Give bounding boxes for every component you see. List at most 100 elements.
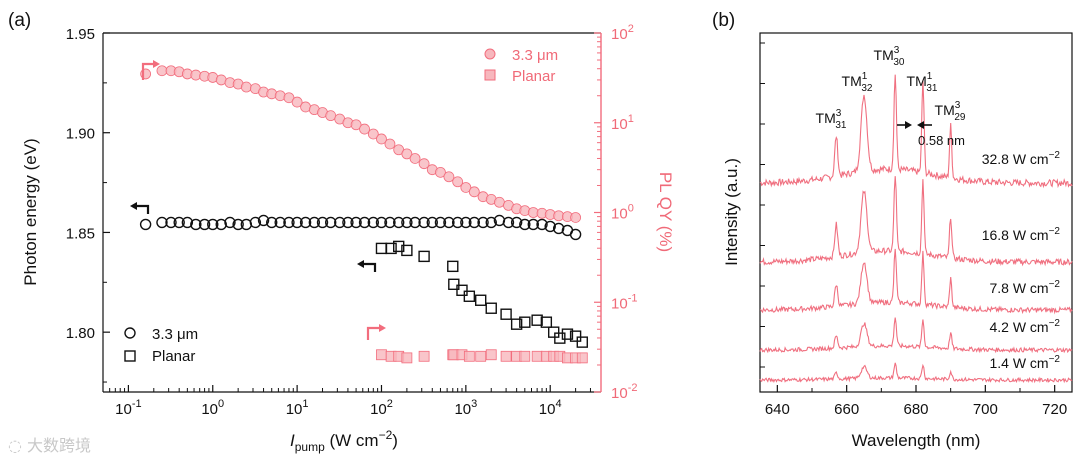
energy-point-3.3um xyxy=(342,216,354,229)
x-tick-label: 104 xyxy=(539,398,562,418)
plqy-point-3.3um xyxy=(418,158,430,170)
energy-point-3.3um xyxy=(165,216,177,229)
energy-point-3.3um xyxy=(207,218,219,231)
peak-label: TM1 31 xyxy=(907,71,938,94)
legend-right-entry-1: 3.3 μm xyxy=(512,47,558,64)
energy-point-3.3um xyxy=(527,218,539,231)
energy-point-3.3um xyxy=(156,216,168,229)
legend-right: 3.3 μm Planar xyxy=(484,47,558,85)
plqy-point-3.3um xyxy=(156,65,168,77)
peak-label: TM1 32 xyxy=(842,71,873,94)
y-right-tick-label: 102 xyxy=(611,23,634,43)
planar-left-arrow-head-icon xyxy=(357,260,364,268)
energy-point-3.3um xyxy=(334,216,346,229)
spacing-arrow-left-head-icon xyxy=(905,121,912,129)
spectrum-trace xyxy=(759,176,1073,267)
planar-left-arrow-icon xyxy=(361,262,377,272)
energy-point-3.3um xyxy=(299,216,312,229)
peak-label: TM3 31 xyxy=(816,108,847,131)
x-tick-label-b: 640 xyxy=(765,401,790,418)
energy-point-3.3um xyxy=(451,216,464,229)
plqy-point-3.3um xyxy=(409,153,421,164)
energy-point-planar xyxy=(548,326,560,338)
legend-marker-square-filled xyxy=(484,69,496,81)
energy-point-3.3um xyxy=(190,218,202,231)
energy-point-planar xyxy=(393,240,405,253)
energy-point-planar xyxy=(456,284,468,296)
plqy-point-planar xyxy=(485,349,497,361)
panel-b-chart: 640 660 680 700 720 32.8 W cm−2 16.8 W cm−2 7.… xyxy=(722,32,1073,450)
spectrum-trace xyxy=(759,74,1073,189)
plqy-point-3.3um xyxy=(291,96,303,108)
y-right-tick-label: 100 xyxy=(611,203,634,223)
energy-point-3.3um xyxy=(139,218,152,231)
plqy-point-3.3um xyxy=(240,81,252,93)
energy-point-3.3um xyxy=(544,220,556,233)
spectrum-trace xyxy=(759,248,1073,315)
legend-left: 3.3 μm Planar xyxy=(124,326,198,365)
legend-marker-circle-filled xyxy=(484,48,496,60)
energy-point-3.3um xyxy=(173,216,185,229)
energy-point-3.3um xyxy=(181,216,194,229)
x-axis-label: Ipump (W cm−2) xyxy=(290,428,398,454)
plqy-point-3.3um xyxy=(452,176,464,188)
energy-point-3.3um xyxy=(485,216,497,229)
energy-point-3.3um xyxy=(434,216,447,229)
energy-point-3.3um xyxy=(393,216,405,229)
energy-point-3.3um xyxy=(552,222,565,235)
legend-right-entry-2: Planar xyxy=(512,68,555,85)
energy-point-3.3um xyxy=(426,216,438,229)
energy-point-planar xyxy=(540,316,553,328)
plqy-point-planar xyxy=(401,352,413,364)
energy-point-3.3um xyxy=(384,216,396,229)
energy-point-3.3um xyxy=(418,216,430,229)
energy-point-planar xyxy=(418,250,430,263)
energy-point-planar xyxy=(500,308,512,320)
peak-label: TM3 29 xyxy=(935,100,966,123)
trace-power-label: 16.8 W cm−2 xyxy=(982,226,1061,243)
energy-point-3.3um xyxy=(249,216,262,229)
plqy-point-3.3um xyxy=(384,138,396,150)
plqy-point-planar xyxy=(576,352,588,364)
energy-point-planar xyxy=(401,244,413,257)
trace-power-label: 1.4 W cm−2 xyxy=(989,354,1060,371)
watermark: ◌ 大数跨境 xyxy=(8,436,92,455)
energy-point-planar xyxy=(561,328,574,340)
energy-point-3.3um xyxy=(215,218,227,231)
plqy-point-3.3um xyxy=(468,186,480,198)
plqy-point-3.3um xyxy=(401,148,413,160)
plqy-point-planar xyxy=(531,350,543,362)
trace-power-label: 4.2 W cm−2 xyxy=(989,318,1060,335)
y-right-tick-label: 10-2 xyxy=(611,382,637,402)
energy-point-3.3um xyxy=(443,216,455,229)
energy-point-planar xyxy=(510,318,523,330)
plqy-point-3.3um xyxy=(274,90,286,102)
energy-point-3.3um xyxy=(350,216,362,229)
x-tick-label: 103 xyxy=(454,398,477,418)
energy-point-3.3um xyxy=(324,216,337,229)
energy-point-3.3um xyxy=(257,214,270,227)
energy-point-3.3um xyxy=(375,216,388,229)
y-right-tick-label: 10-1 xyxy=(611,292,637,312)
energy-point-3.3um xyxy=(477,216,489,229)
y-axis-left-label: Photon energy (eV) xyxy=(21,138,40,285)
plqy-point-planar xyxy=(519,350,531,362)
x-tick-label-b: 660 xyxy=(834,401,859,418)
y-left-tick-label: 1.95 xyxy=(66,26,95,43)
peak-label: TM3 30 xyxy=(874,45,905,68)
energy-point-3.3um xyxy=(519,218,531,231)
energy-point-3.3um xyxy=(460,216,472,229)
plqy-point-3.3um xyxy=(350,119,362,131)
legend-marker-square xyxy=(124,350,136,362)
energy-point-planar xyxy=(447,260,459,273)
y-left-tick-label: 1.80 xyxy=(66,325,95,342)
energy-point-planar xyxy=(463,290,476,302)
plqy-point-planar xyxy=(463,350,475,362)
energy-point-planar xyxy=(554,332,566,344)
energy-point-3.3um xyxy=(316,216,329,229)
plqy-point-3.3um xyxy=(325,110,337,122)
energy-point-3.3um xyxy=(283,216,295,229)
plqy-point-3.3um xyxy=(435,166,446,178)
left-axis-arrow-icon xyxy=(134,204,150,214)
energy-point-3.3um xyxy=(232,218,244,231)
